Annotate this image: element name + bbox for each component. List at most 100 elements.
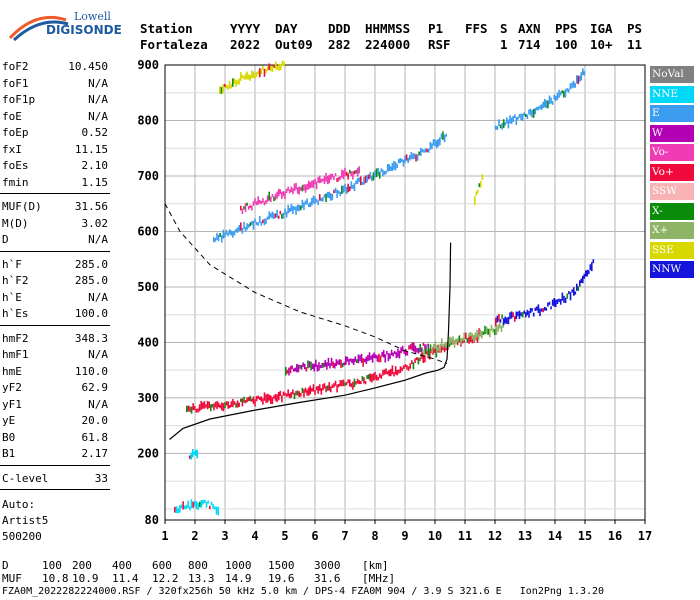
echo-mark	[318, 362, 320, 371]
echo-mark	[225, 229, 228, 235]
echo-mark	[445, 133, 448, 137]
param-row: hmF2 348.3	[2, 332, 108, 347]
echo-mark	[179, 505, 181, 513]
echo-mark	[189, 506, 191, 511]
x-tick-label: 13	[518, 529, 532, 543]
echo-mark	[344, 382, 346, 386]
echo-mark	[482, 331, 485, 335]
header-label: HHMMSS	[365, 21, 411, 36]
echo-mark	[534, 107, 537, 115]
echo-mark	[393, 372, 395, 377]
echo-mark	[359, 355, 361, 362]
echo-mark	[228, 80, 231, 89]
echo-mark	[481, 173, 484, 181]
param-row: yF2 62.9	[2, 381, 108, 396]
echo-mark	[441, 338, 443, 347]
echo-mark	[221, 402, 223, 411]
echo-mark	[311, 180, 313, 188]
echo-mark	[568, 291, 570, 295]
echo-mark	[276, 394, 278, 403]
echo-mark	[445, 341, 448, 349]
param-value: N/A	[88, 348, 108, 361]
echo-mark	[339, 191, 342, 197]
param-value: 2.10	[81, 159, 109, 172]
param-label: fxI	[2, 142, 22, 156]
param-separator	[0, 489, 110, 490]
param-separator	[0, 464, 110, 466]
echo-mark	[382, 350, 385, 358]
echo-mark	[517, 311, 519, 317]
echo-mark	[320, 178, 323, 183]
echo-mark	[509, 115, 511, 124]
echo-mark	[254, 399, 256, 407]
echo-mark	[434, 341, 437, 349]
echo-mark	[356, 167, 359, 177]
echo-mark	[254, 218, 256, 223]
echo-mark	[515, 117, 518, 126]
echo-mark	[417, 357, 420, 365]
param-row: hmF1 N/A	[2, 348, 108, 363]
echo-mark	[367, 355, 369, 362]
echo-mark	[192, 403, 194, 411]
echo-mark	[180, 504, 183, 508]
echo-mark	[540, 104, 543, 111]
echo-mark	[309, 182, 312, 189]
echo-mark	[429, 350, 431, 360]
echo-mark	[545, 100, 548, 109]
echo-mark	[583, 273, 586, 279]
echo-mark	[487, 328, 489, 335]
param-label: h`F	[2, 257, 22, 271]
echo-mark	[510, 311, 513, 319]
param-label: B1	[2, 447, 16, 460]
echo-mark	[333, 189, 335, 194]
echo-mark	[244, 226, 247, 232]
echo-mark	[341, 185, 343, 195]
echo-mark	[278, 63, 280, 71]
echo-mark	[536, 306, 538, 311]
y-tick-label: 200	[137, 446, 159, 460]
echo-mark	[265, 218, 267, 224]
echo-mark	[548, 301, 551, 305]
echo-mark	[437, 139, 440, 147]
echo-mark	[317, 177, 319, 183]
echo-mark	[247, 205, 250, 210]
echo-mark	[318, 175, 321, 184]
echo-mark	[287, 204, 289, 214]
echo-mark	[308, 361, 311, 368]
echo-mark	[277, 391, 280, 401]
echo-mark	[311, 197, 313, 206]
echo-mark	[206, 400, 209, 410]
echo-mark	[227, 232, 229, 237]
echo-trace	[474, 173, 484, 206]
echo-mark	[532, 312, 535, 317]
echo-mark	[216, 232, 218, 240]
echo-mark	[292, 389, 294, 395]
param-label: h`F2	[2, 274, 29, 287]
echo-mark	[360, 353, 363, 363]
echo-mark	[353, 183, 356, 192]
echo-mark	[370, 355, 372, 360]
echo-mark	[478, 183, 481, 188]
echo-mark	[415, 357, 418, 361]
param-label: fmin	[2, 175, 29, 189]
echo-mark	[400, 347, 402, 354]
echo-mark	[290, 392, 293, 398]
echo-mark	[344, 167, 346, 177]
echo-mark	[300, 392, 302, 397]
echo-mark	[263, 201, 266, 206]
echo-mark	[475, 191, 478, 196]
echo-mark	[214, 238, 217, 242]
echo-mark	[220, 87, 223, 94]
echo-mark	[348, 186, 351, 192]
echo-mark	[456, 340, 459, 346]
echo-mark	[564, 89, 567, 98]
echo-mark	[279, 189, 282, 195]
echo-mark	[490, 324, 493, 331]
legend-entry: Vo-	[650, 144, 694, 161]
echo-mark	[199, 501, 201, 508]
footer-muf: 12.2	[152, 572, 179, 585]
param-label: h`Es	[2, 307, 29, 320]
echo-mark	[270, 395, 272, 404]
echo-mark	[489, 328, 491, 338]
echo-mark	[263, 392, 266, 401]
